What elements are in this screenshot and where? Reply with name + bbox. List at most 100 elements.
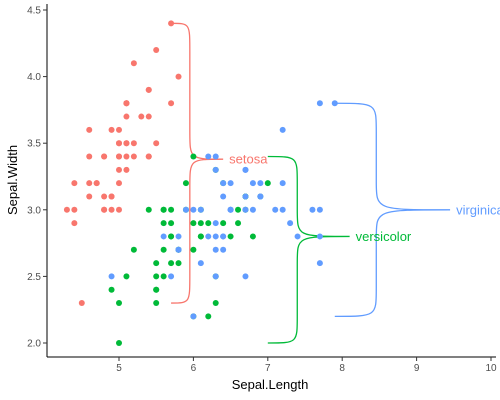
y-tick-label: 3.5 xyxy=(27,139,41,150)
point-virginica xyxy=(249,180,256,187)
point-versicolor xyxy=(160,206,167,213)
point-versicolor xyxy=(175,260,182,267)
brace-virginica xyxy=(334,102,451,318)
point-versicolor xyxy=(116,340,122,346)
point-setosa xyxy=(108,193,115,200)
point-versicolor xyxy=(160,273,167,280)
point-setosa xyxy=(130,60,137,67)
point-virginica xyxy=(294,233,301,240)
point-virginica xyxy=(316,233,323,240)
point-virginica xyxy=(190,206,197,213)
point-setosa xyxy=(123,166,130,173)
point-versicolor xyxy=(249,233,256,240)
point-setosa xyxy=(86,180,93,187)
point-virginica xyxy=(212,220,219,227)
point-setosa xyxy=(123,113,130,120)
point-virginica xyxy=(108,273,115,280)
brace-label-versicolor: versicolor xyxy=(356,229,412,244)
point-setosa xyxy=(116,153,122,160)
point-virginica xyxy=(316,260,323,267)
point-versicolor xyxy=(116,300,122,307)
point-virginica xyxy=(249,206,256,213)
point-versicolor xyxy=(227,233,234,240)
point-setosa xyxy=(116,206,122,213)
point-virginica xyxy=(205,233,212,240)
point-setosa xyxy=(108,206,115,213)
brace-setosa xyxy=(171,22,224,304)
point-setosa xyxy=(101,206,108,213)
point-versicolor xyxy=(168,220,175,227)
point-virginica xyxy=(316,100,323,107)
point-setosa xyxy=(153,140,160,147)
y-tick-label: 3.0 xyxy=(27,205,41,216)
points-layer xyxy=(63,20,338,346)
point-versicolor xyxy=(130,246,137,253)
point-virginica xyxy=(175,246,182,253)
point-virginica xyxy=(242,273,249,280)
point-virginica xyxy=(182,206,189,213)
point-versicolor xyxy=(145,206,152,213)
point-versicolor xyxy=(197,233,204,240)
point-virginica xyxy=(227,206,234,213)
point-versicolor xyxy=(168,260,175,267)
axes-layer xyxy=(46,4,496,358)
point-setosa xyxy=(71,206,78,213)
point-virginica xyxy=(190,313,197,320)
point-setosa xyxy=(116,140,122,147)
point-virginica xyxy=(227,180,234,187)
point-versicolor xyxy=(153,300,160,307)
point-setosa xyxy=(130,153,137,160)
point-versicolor xyxy=(190,153,197,160)
x-tick-label: 5 xyxy=(116,363,122,374)
point-setosa xyxy=(101,153,108,160)
point-virginica xyxy=(160,233,167,240)
point-versicolor xyxy=(212,300,219,307)
point-setosa xyxy=(153,46,160,53)
point-versicolor xyxy=(190,246,197,253)
point-setosa xyxy=(123,100,130,107)
brace-versicolor xyxy=(267,155,350,344)
point-versicolor xyxy=(182,180,189,187)
point-setosa xyxy=(63,206,70,213)
point-versicolor xyxy=(123,273,130,280)
point-setosa xyxy=(86,153,93,160)
point-versicolor xyxy=(190,220,197,227)
point-setosa xyxy=(145,113,152,120)
point-virginica xyxy=(279,180,286,187)
point-virginica xyxy=(257,180,264,187)
brace-label-setosa: setosa xyxy=(229,152,268,167)
point-versicolor xyxy=(153,286,160,293)
point-virginica xyxy=(168,273,175,280)
y-tick-label: 2.5 xyxy=(27,272,41,283)
point-setosa xyxy=(138,113,145,120)
point-setosa xyxy=(168,20,175,27)
point-versicolor xyxy=(205,220,212,227)
point-versicolor xyxy=(108,286,115,293)
point-setosa xyxy=(78,300,85,307)
point-setosa xyxy=(93,180,100,187)
point-virginica xyxy=(220,233,227,240)
point-setosa xyxy=(86,193,93,200)
point-setosa xyxy=(108,126,115,133)
point-setosa xyxy=(71,220,78,227)
point-setosa xyxy=(101,193,108,200)
point-setosa xyxy=(130,140,137,147)
point-setosa xyxy=(86,126,93,133)
point-setosa xyxy=(168,100,175,107)
ticks-layer: 5 6 7 8 9 10 2.0 2.5 3.0 3.5 4.0 4.5 xyxy=(27,6,497,375)
point-versicolor xyxy=(205,313,212,320)
point-virginica xyxy=(279,126,286,133)
point-virginica xyxy=(257,193,264,200)
point-versicolor xyxy=(160,246,167,253)
point-virginica xyxy=(212,166,219,173)
point-setosa xyxy=(175,73,182,80)
brace-label-virginica: virginica xyxy=(456,202,500,217)
point-setosa xyxy=(116,166,122,173)
point-virginica xyxy=(197,206,204,213)
point-setosa xyxy=(123,153,130,160)
point-setosa xyxy=(116,126,122,133)
point-virginica xyxy=(212,273,219,280)
point-virginica xyxy=(197,260,204,267)
point-virginica xyxy=(242,206,249,213)
